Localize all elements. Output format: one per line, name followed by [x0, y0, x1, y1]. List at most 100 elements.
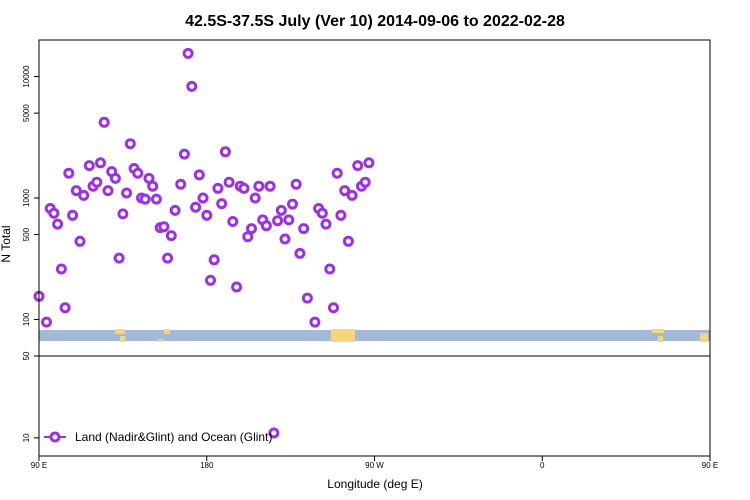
data-points	[35, 49, 373, 437]
data-point	[285, 216, 293, 224]
data-point	[115, 254, 123, 262]
data-point	[93, 178, 101, 186]
x-tick-label: 90 E	[702, 461, 718, 470]
data-point	[221, 148, 229, 156]
data-point	[43, 318, 51, 326]
data-point	[281, 235, 289, 243]
chart-title: 42.5S-37.5S July (Ver 10) 2014-09-06 to …	[185, 13, 565, 30]
ocean-band	[39, 330, 710, 341]
data-point	[274, 217, 282, 225]
y-tick-label: 10	[22, 433, 31, 442]
data-point	[177, 180, 185, 188]
y-axis-label: N Total	[0, 225, 13, 262]
land-patch	[331, 329, 355, 342]
data-point	[100, 118, 108, 126]
legend-label: Land (Nadir&Glint) and Ocean (Glint)	[75, 430, 272, 444]
data-point	[164, 254, 172, 262]
data-point	[57, 265, 65, 273]
data-point	[296, 249, 304, 257]
data-point	[303, 294, 311, 302]
y-tick-label: 10000	[22, 65, 31, 88]
x-tick-label: 0	[540, 461, 545, 470]
data-point	[348, 191, 356, 199]
land-patch	[652, 329, 664, 333]
data-point	[180, 150, 188, 158]
data-point	[192, 203, 200, 211]
data-point	[76, 237, 84, 245]
data-point	[188, 82, 196, 90]
land-patch	[120, 336, 125, 342]
data-point	[80, 191, 88, 199]
land-patch	[164, 329, 170, 334]
data-point	[54, 220, 62, 228]
data-point	[251, 194, 259, 202]
data-point	[167, 232, 175, 240]
data-point	[311, 318, 319, 326]
data-point	[365, 159, 373, 167]
data-point	[292, 180, 300, 188]
x-tick-label: 90 W	[365, 461, 384, 470]
data-point	[97, 159, 105, 167]
y-tick-label: 500	[22, 227, 31, 241]
data-point	[354, 162, 362, 170]
data-point	[203, 211, 211, 219]
y-tick-label: 1000	[22, 189, 31, 207]
data-point	[134, 169, 142, 177]
data-point	[255, 182, 263, 190]
x-tick-label: 90 E	[31, 461, 47, 470]
land-patch	[115, 329, 125, 334]
data-point	[85, 162, 93, 170]
data-point	[266, 182, 274, 190]
data-point	[225, 178, 233, 186]
data-point	[199, 194, 207, 202]
data-point	[248, 225, 256, 233]
data-point	[240, 184, 248, 192]
data-point	[322, 220, 330, 228]
data-point	[337, 211, 345, 219]
x-axis: 90 E 180 90 W 0 90 E	[31, 456, 718, 470]
data-point	[326, 265, 334, 273]
y-tick-label: 5000	[22, 104, 31, 122]
y-axis-upper: 100 500 1000 5000 10000	[22, 65, 39, 326]
data-point	[123, 189, 131, 197]
data-point	[229, 218, 237, 226]
data-point	[330, 304, 338, 312]
data-point	[262, 222, 270, 230]
y-tick-label: 50	[22, 351, 31, 360]
y-tick-label: 100	[22, 312, 31, 326]
data-point	[233, 283, 241, 291]
data-point	[318, 209, 326, 217]
legend: Land (Nadir&Glint) and Ocean (Glint)	[44, 430, 272, 444]
data-point	[361, 178, 369, 186]
land-patch	[158, 339, 163, 342]
data-point	[277, 206, 285, 214]
data-point	[69, 211, 77, 219]
data-point	[61, 304, 69, 312]
data-point	[210, 256, 218, 264]
land-ocean-mask	[39, 329, 710, 342]
x-tick-label: 180	[200, 461, 214, 470]
data-point	[160, 223, 168, 231]
legend-marker	[51, 433, 59, 441]
data-point	[214, 184, 222, 192]
data-point	[218, 200, 226, 208]
data-point	[195, 171, 203, 179]
data-point	[141, 195, 149, 203]
data-point	[104, 187, 112, 195]
data-point	[333, 169, 341, 177]
data-point	[50, 209, 58, 217]
data-point	[344, 237, 352, 245]
data-point	[65, 169, 73, 177]
data-point	[119, 210, 127, 218]
data-point	[111, 174, 119, 182]
data-point	[184, 49, 192, 57]
data-point	[149, 182, 157, 190]
data-point	[289, 200, 297, 208]
land-patch	[700, 333, 708, 342]
data-point	[171, 206, 179, 214]
data-point	[207, 276, 215, 284]
data-point	[300, 225, 308, 233]
data-point	[152, 195, 160, 203]
y-axis-lower: 10 50	[22, 351, 39, 442]
